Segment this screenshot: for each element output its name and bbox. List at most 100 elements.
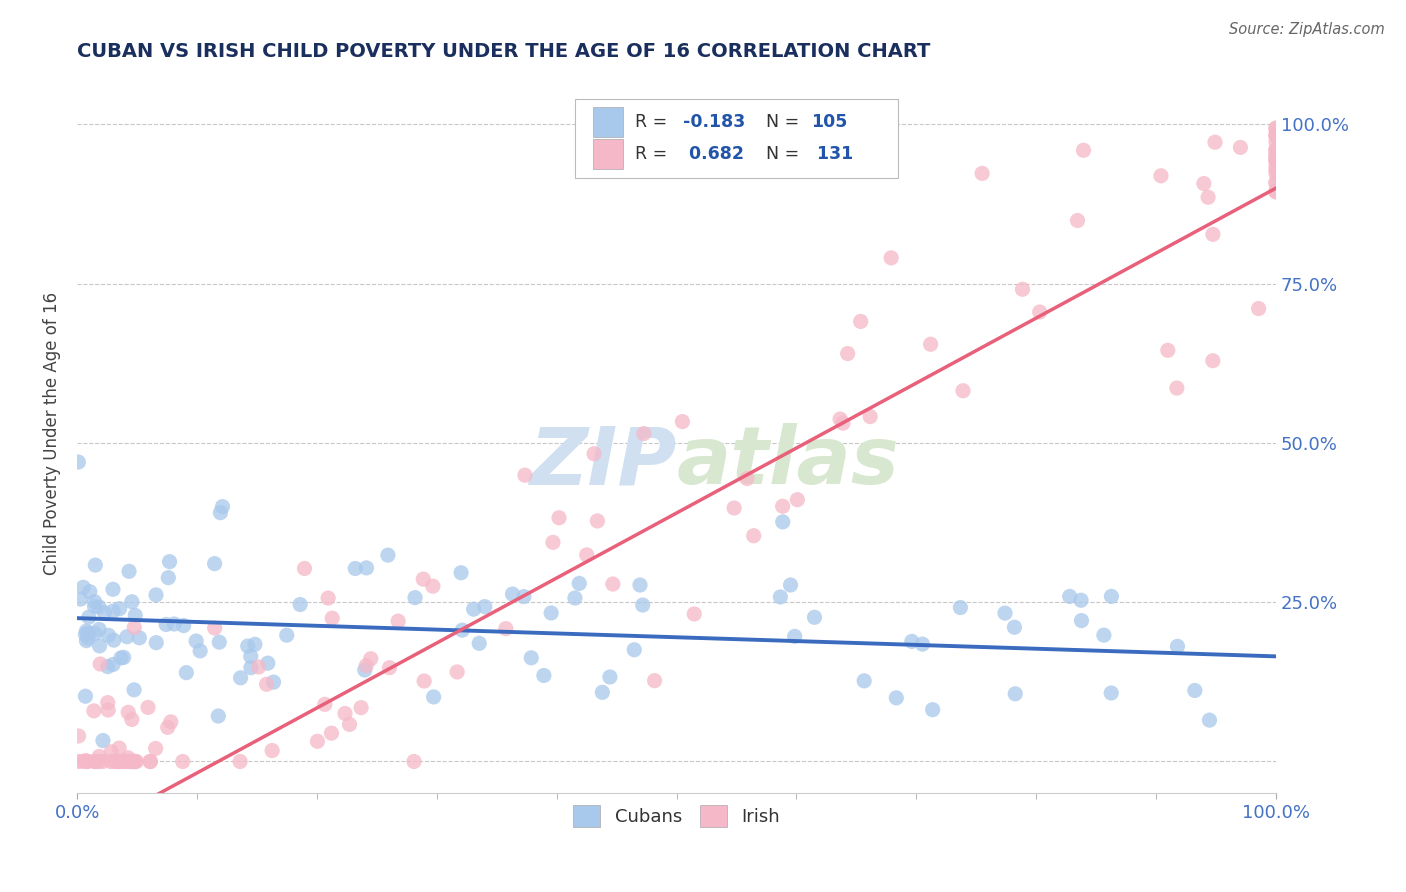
Point — [316, 591, 339, 605]
Point — [204, 621, 226, 635]
Point — [742, 529, 765, 543]
Point — [75, 754, 97, 768]
FancyBboxPatch shape — [592, 107, 623, 137]
Point — [83, 595, 105, 609]
Point — [540, 606, 562, 620]
Point — [769, 590, 792, 604]
Point — [350, 700, 373, 714]
Point — [599, 670, 621, 684]
Point — [602, 577, 624, 591]
Point — [160, 714, 183, 729]
Point — [1066, 213, 1088, 227]
Text: -0.183: -0.183 — [682, 113, 745, 131]
Point — [994, 606, 1017, 620]
Point — [114, 755, 136, 769]
Point — [247, 660, 270, 674]
Point — [1265, 163, 1288, 178]
Point — [124, 608, 146, 623]
Point — [972, 166, 994, 180]
Text: N =: N = — [766, 113, 806, 131]
Point — [172, 755, 194, 769]
Point — [101, 657, 124, 672]
Point — [1265, 160, 1288, 174]
Point — [87, 755, 110, 769]
Point — [830, 412, 852, 426]
Point — [204, 557, 226, 571]
Point — [451, 623, 474, 637]
Point — [1265, 152, 1288, 166]
Point — [84, 558, 107, 573]
Point — [1265, 143, 1288, 157]
Point — [100, 755, 122, 769]
Point — [450, 566, 472, 580]
Point — [188, 644, 211, 658]
Text: R =: R = — [634, 145, 672, 163]
Point — [97, 628, 120, 642]
Point — [633, 426, 655, 441]
Point — [1070, 593, 1092, 607]
Text: R =: R = — [634, 113, 672, 131]
Point — [91, 733, 114, 747]
Point — [97, 696, 120, 710]
Point — [920, 337, 942, 351]
Point — [209, 506, 232, 520]
Point — [118, 755, 141, 769]
Point — [207, 709, 229, 723]
Point — [884, 690, 907, 705]
Point — [548, 510, 571, 524]
Point — [87, 623, 110, 637]
Point — [256, 656, 278, 670]
Text: 0.682: 0.682 — [682, 145, 744, 163]
Point — [108, 741, 131, 756]
Point — [89, 749, 111, 764]
Point — [404, 591, 426, 605]
Point — [118, 565, 141, 579]
Point — [541, 535, 564, 549]
Point — [121, 755, 143, 769]
Point — [1265, 146, 1288, 161]
Point — [1265, 128, 1288, 143]
Point — [1265, 185, 1288, 199]
Point — [422, 690, 444, 704]
Point — [1202, 227, 1225, 242]
Point — [849, 314, 872, 328]
Point — [723, 501, 745, 516]
Point — [321, 611, 343, 625]
Point — [412, 572, 434, 586]
Point — [75, 624, 97, 639]
Point — [1265, 177, 1288, 191]
Point — [1073, 143, 1095, 157]
Point — [84, 755, 107, 769]
Point — [239, 649, 262, 664]
Point — [1265, 151, 1288, 165]
Point — [117, 706, 139, 720]
Point — [1265, 154, 1288, 169]
Point — [952, 384, 974, 398]
Point — [125, 755, 148, 769]
Point — [377, 548, 399, 562]
Point — [502, 587, 524, 601]
Point — [75, 627, 97, 641]
Point — [1265, 154, 1288, 169]
Point — [145, 588, 167, 602]
Point — [112, 650, 135, 665]
Point — [1202, 353, 1225, 368]
Text: 131: 131 — [811, 145, 853, 163]
Point — [83, 755, 105, 769]
Point — [533, 668, 555, 682]
Point — [1265, 147, 1288, 161]
Point — [155, 617, 177, 632]
Point — [314, 698, 336, 712]
Point — [1184, 683, 1206, 698]
Point — [159, 555, 181, 569]
Point — [76, 755, 98, 769]
Point — [568, 576, 591, 591]
Point — [1265, 166, 1288, 180]
Point — [1198, 713, 1220, 727]
Point — [156, 720, 179, 734]
Point — [229, 671, 252, 685]
Point — [89, 657, 111, 671]
Point — [339, 717, 361, 731]
Point — [779, 578, 801, 592]
Point — [101, 582, 124, 597]
